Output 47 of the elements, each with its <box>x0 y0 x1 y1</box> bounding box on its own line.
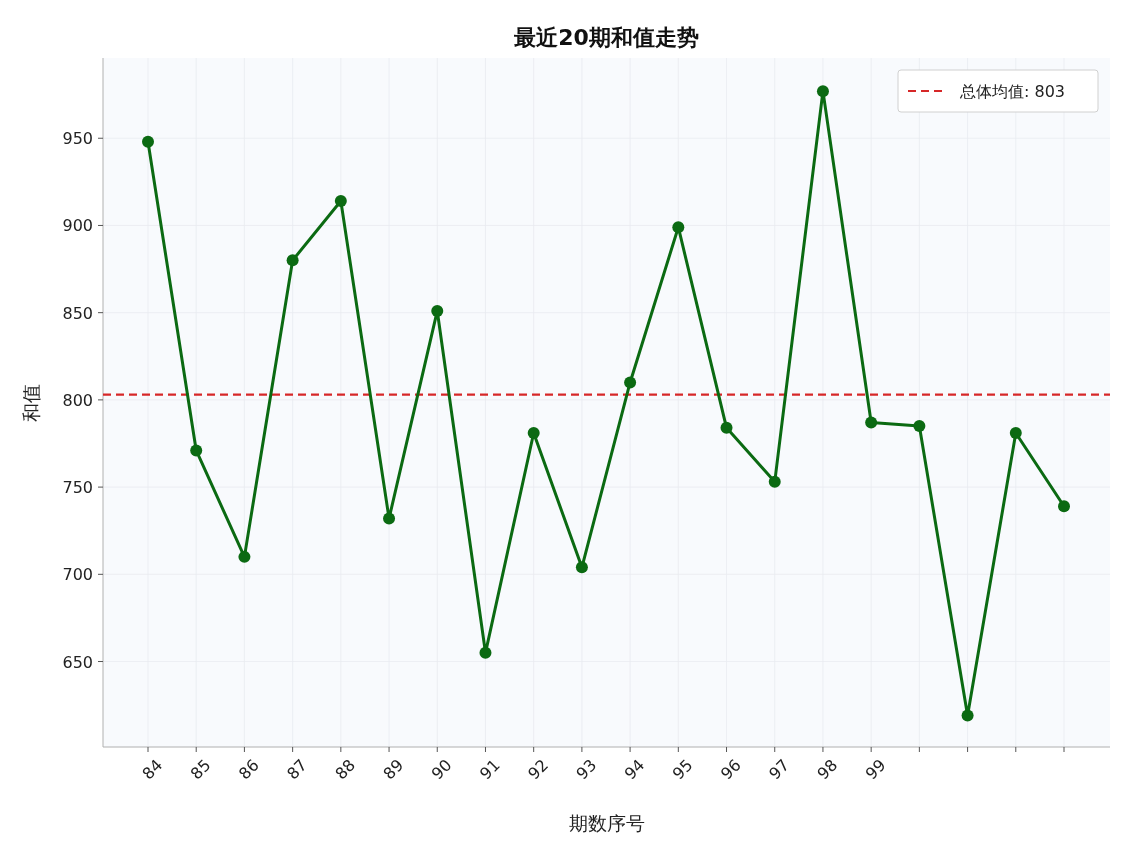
point <box>334 195 347 208</box>
point <box>431 304 444 317</box>
y-tick-label: 950 <box>62 129 93 149</box>
y-axis-title: 和值 <box>20 383 42 422</box>
x-tick-label: 91 <box>475 755 504 784</box>
point <box>624 376 637 389</box>
x-tick-label: 88 <box>331 755 360 784</box>
x-tick-label: 92 <box>524 755 552 784</box>
chart-title: 最近20期和值走势 <box>513 25 699 50</box>
y-tick-label: 800 <box>62 390 93 410</box>
point <box>527 427 540 440</box>
point <box>190 444 203 457</box>
x-tick-label: 99 <box>861 755 890 784</box>
x-tick-label: 89 <box>379 755 408 784</box>
point <box>865 416 878 429</box>
x-tick-label: 97 <box>765 755 794 784</box>
point <box>768 475 781 488</box>
x-tick-label: 94 <box>620 755 649 784</box>
point <box>1009 427 1022 440</box>
y-tick-label: 900 <box>62 216 93 236</box>
x-tick-label: 98 <box>813 755 842 784</box>
x-tick-label: 84 <box>138 755 167 784</box>
x-axis-title: 期数序号 <box>568 812 645 834</box>
y-tick-label: 650 <box>62 652 93 672</box>
x-tick-label: 87 <box>283 755 311 784</box>
point <box>816 85 829 98</box>
point <box>238 550 251 563</box>
y-tick-label: 750 <box>62 478 93 498</box>
x-tick-label: 96 <box>716 755 745 784</box>
x-tick-label: 95 <box>668 755 697 784</box>
point <box>913 420 926 433</box>
point <box>1058 500 1070 513</box>
point <box>479 646 492 659</box>
point <box>961 709 974 722</box>
y-tick-label: 700 <box>62 565 93 585</box>
point <box>142 135 154 148</box>
point <box>383 512 396 525</box>
point <box>575 561 588 574</box>
point <box>286 254 299 267</box>
legend-label: 总体均值: 803 <box>959 82 1066 101</box>
point <box>672 221 685 234</box>
y-tick-label: 850 <box>62 303 93 323</box>
point <box>720 421 733 434</box>
x-tick-label: 93 <box>572 755 601 784</box>
x-tick-label: 85 <box>186 755 215 784</box>
x-tick-label: 86 <box>234 755 263 784</box>
x-tick-label: 90 <box>427 755 456 784</box>
